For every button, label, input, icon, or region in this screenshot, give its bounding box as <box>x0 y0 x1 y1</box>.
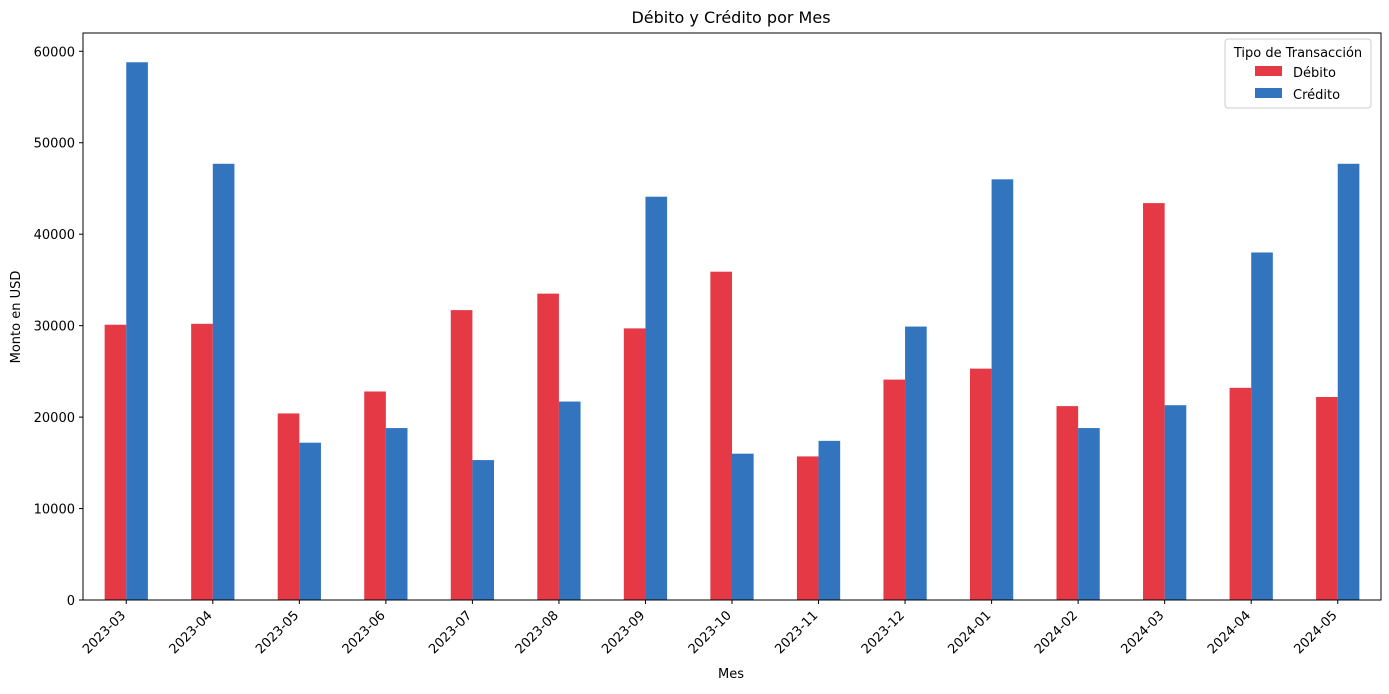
bar-debito-2023-09 <box>623 328 646 600</box>
bar-debito-2024-02 <box>1056 406 1079 600</box>
legend: Tipo de Transacción Débito Crédito <box>1224 38 1372 109</box>
bar-debito-2023-04 <box>191 323 213 600</box>
bar-debito-2024-04 <box>1229 387 1252 600</box>
bar-credito-2023-03 <box>126 62 148 600</box>
x-axis-label: Mes <box>718 667 744 682</box>
x-tick-label: 2024-05 <box>1292 608 1341 657</box>
bar-credito-2023-05 <box>299 442 321 600</box>
legend-swatch-credito <box>1255 88 1282 98</box>
bar-credito-2024-01 <box>991 179 1014 600</box>
y-tick-label: 50000 <box>34 137 75 152</box>
x-tick-label: 2023-07 <box>426 608 475 657</box>
x-tick-label: 2023-04 <box>167 608 216 657</box>
bar-debito-2023-07 <box>450 310 473 600</box>
bar-debito-2023-05 <box>277 413 300 600</box>
y-tick-label: 0 <box>67 594 75 609</box>
x-tick-label: 2024-02 <box>1032 608 1081 657</box>
y-tick-label: 20000 <box>34 411 75 426</box>
x-tick-label: 2024-04 <box>1205 608 1254 657</box>
bar-debito-2024-05 <box>1316 396 1338 600</box>
bar-credito-2023-06 <box>385 428 408 600</box>
x-tick-label: 2023-10 <box>686 608 735 657</box>
bar-debito-2023-06 <box>364 391 386 600</box>
bar-credito-2023-12 <box>905 326 927 600</box>
bar-debito-2023-08 <box>537 293 559 600</box>
bar-credito-2024-02 <box>1078 428 1100 600</box>
y-tick-label: 10000 <box>34 503 75 518</box>
y-tick-label: 30000 <box>34 320 75 335</box>
bar-debito-2024-01 <box>969 368 992 600</box>
x-tick-label: 2023-11 <box>772 608 821 657</box>
x-tick-label: 2023-12 <box>859 608 908 657</box>
bar-debito-2023-10 <box>710 271 732 600</box>
bar-credito-2023-07 <box>472 460 495 600</box>
x-tick-label: 2023-03 <box>80 608 129 657</box>
x-tick-label: 2024-01 <box>945 608 994 657</box>
bar-credito-2023-08 <box>558 401 581 600</box>
legend-label-credito: Crédito <box>1293 88 1340 103</box>
bars-group <box>104 62 1360 601</box>
bar-credito-2024-03 <box>1164 405 1187 600</box>
x-tick-label: 2024-03 <box>1118 608 1167 657</box>
x-tick-label: 2023-08 <box>513 608 562 657</box>
legend-swatch-debito <box>1255 66 1282 76</box>
bar-credito-2023-09 <box>645 196 668 600</box>
bar-credito-2023-04 <box>212 163 235 600</box>
chart-title: Débito y Crédito por Mes <box>631 8 830 27</box>
x-tick-label: 2023-06 <box>340 608 389 657</box>
bar-debito-2023-12 <box>883 379 906 600</box>
x-tick-label: 2023-09 <box>599 608 648 657</box>
bar-debito-2024-03 <box>1143 203 1165 600</box>
bar-credito-2023-10 <box>732 453 754 600</box>
bar-credito-2024-05 <box>1337 163 1360 600</box>
bar-credito-2024-04 <box>1251 252 1273 601</box>
bar-debito-2023-11 <box>796 456 819 600</box>
y-axis-label: Monto en USD <box>9 271 24 364</box>
x-tick-label: 2023-05 <box>253 608 302 657</box>
legend-title: Tipo de Transacción <box>1233 46 1362 61</box>
y-tick-label: 40000 <box>34 228 75 243</box>
bar-debito-2023-03 <box>104 324 127 600</box>
y-tick-label: 60000 <box>34 45 75 60</box>
legend-label-debito: Débito <box>1293 66 1336 81</box>
bar-credito-2023-11 <box>818 440 841 600</box>
